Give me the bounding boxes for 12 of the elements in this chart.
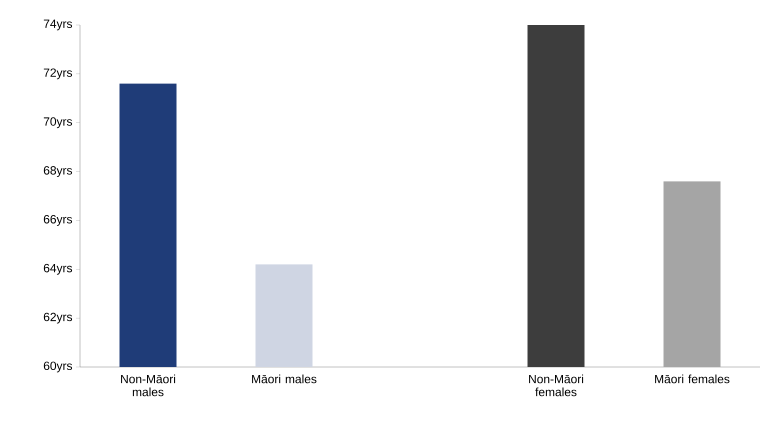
- x-tick-label: Māori females: [655, 374, 730, 384]
- y-tick-label: 74yrs: [44, 20, 72, 30]
- x-tick-label: Non-Māori females: [529, 374, 584, 396]
- y-tick-label: 70yrs: [44, 117, 72, 128]
- y-tick-label: 68yrs: [44, 166, 72, 177]
- y-tick-label: 66yrs: [44, 215, 72, 226]
- y-tick-label: 62yrs: [44, 312, 72, 324]
- y-tick-label: 64yrs: [44, 264, 72, 275]
- x-tick-label: Non-Māori males: [121, 374, 176, 396]
- y-tick-label: 72yrs: [44, 68, 72, 80]
- x-tick-label: Māori males: [252, 374, 316, 384]
- y-tick-label: 60yrs: [44, 362, 72, 372]
